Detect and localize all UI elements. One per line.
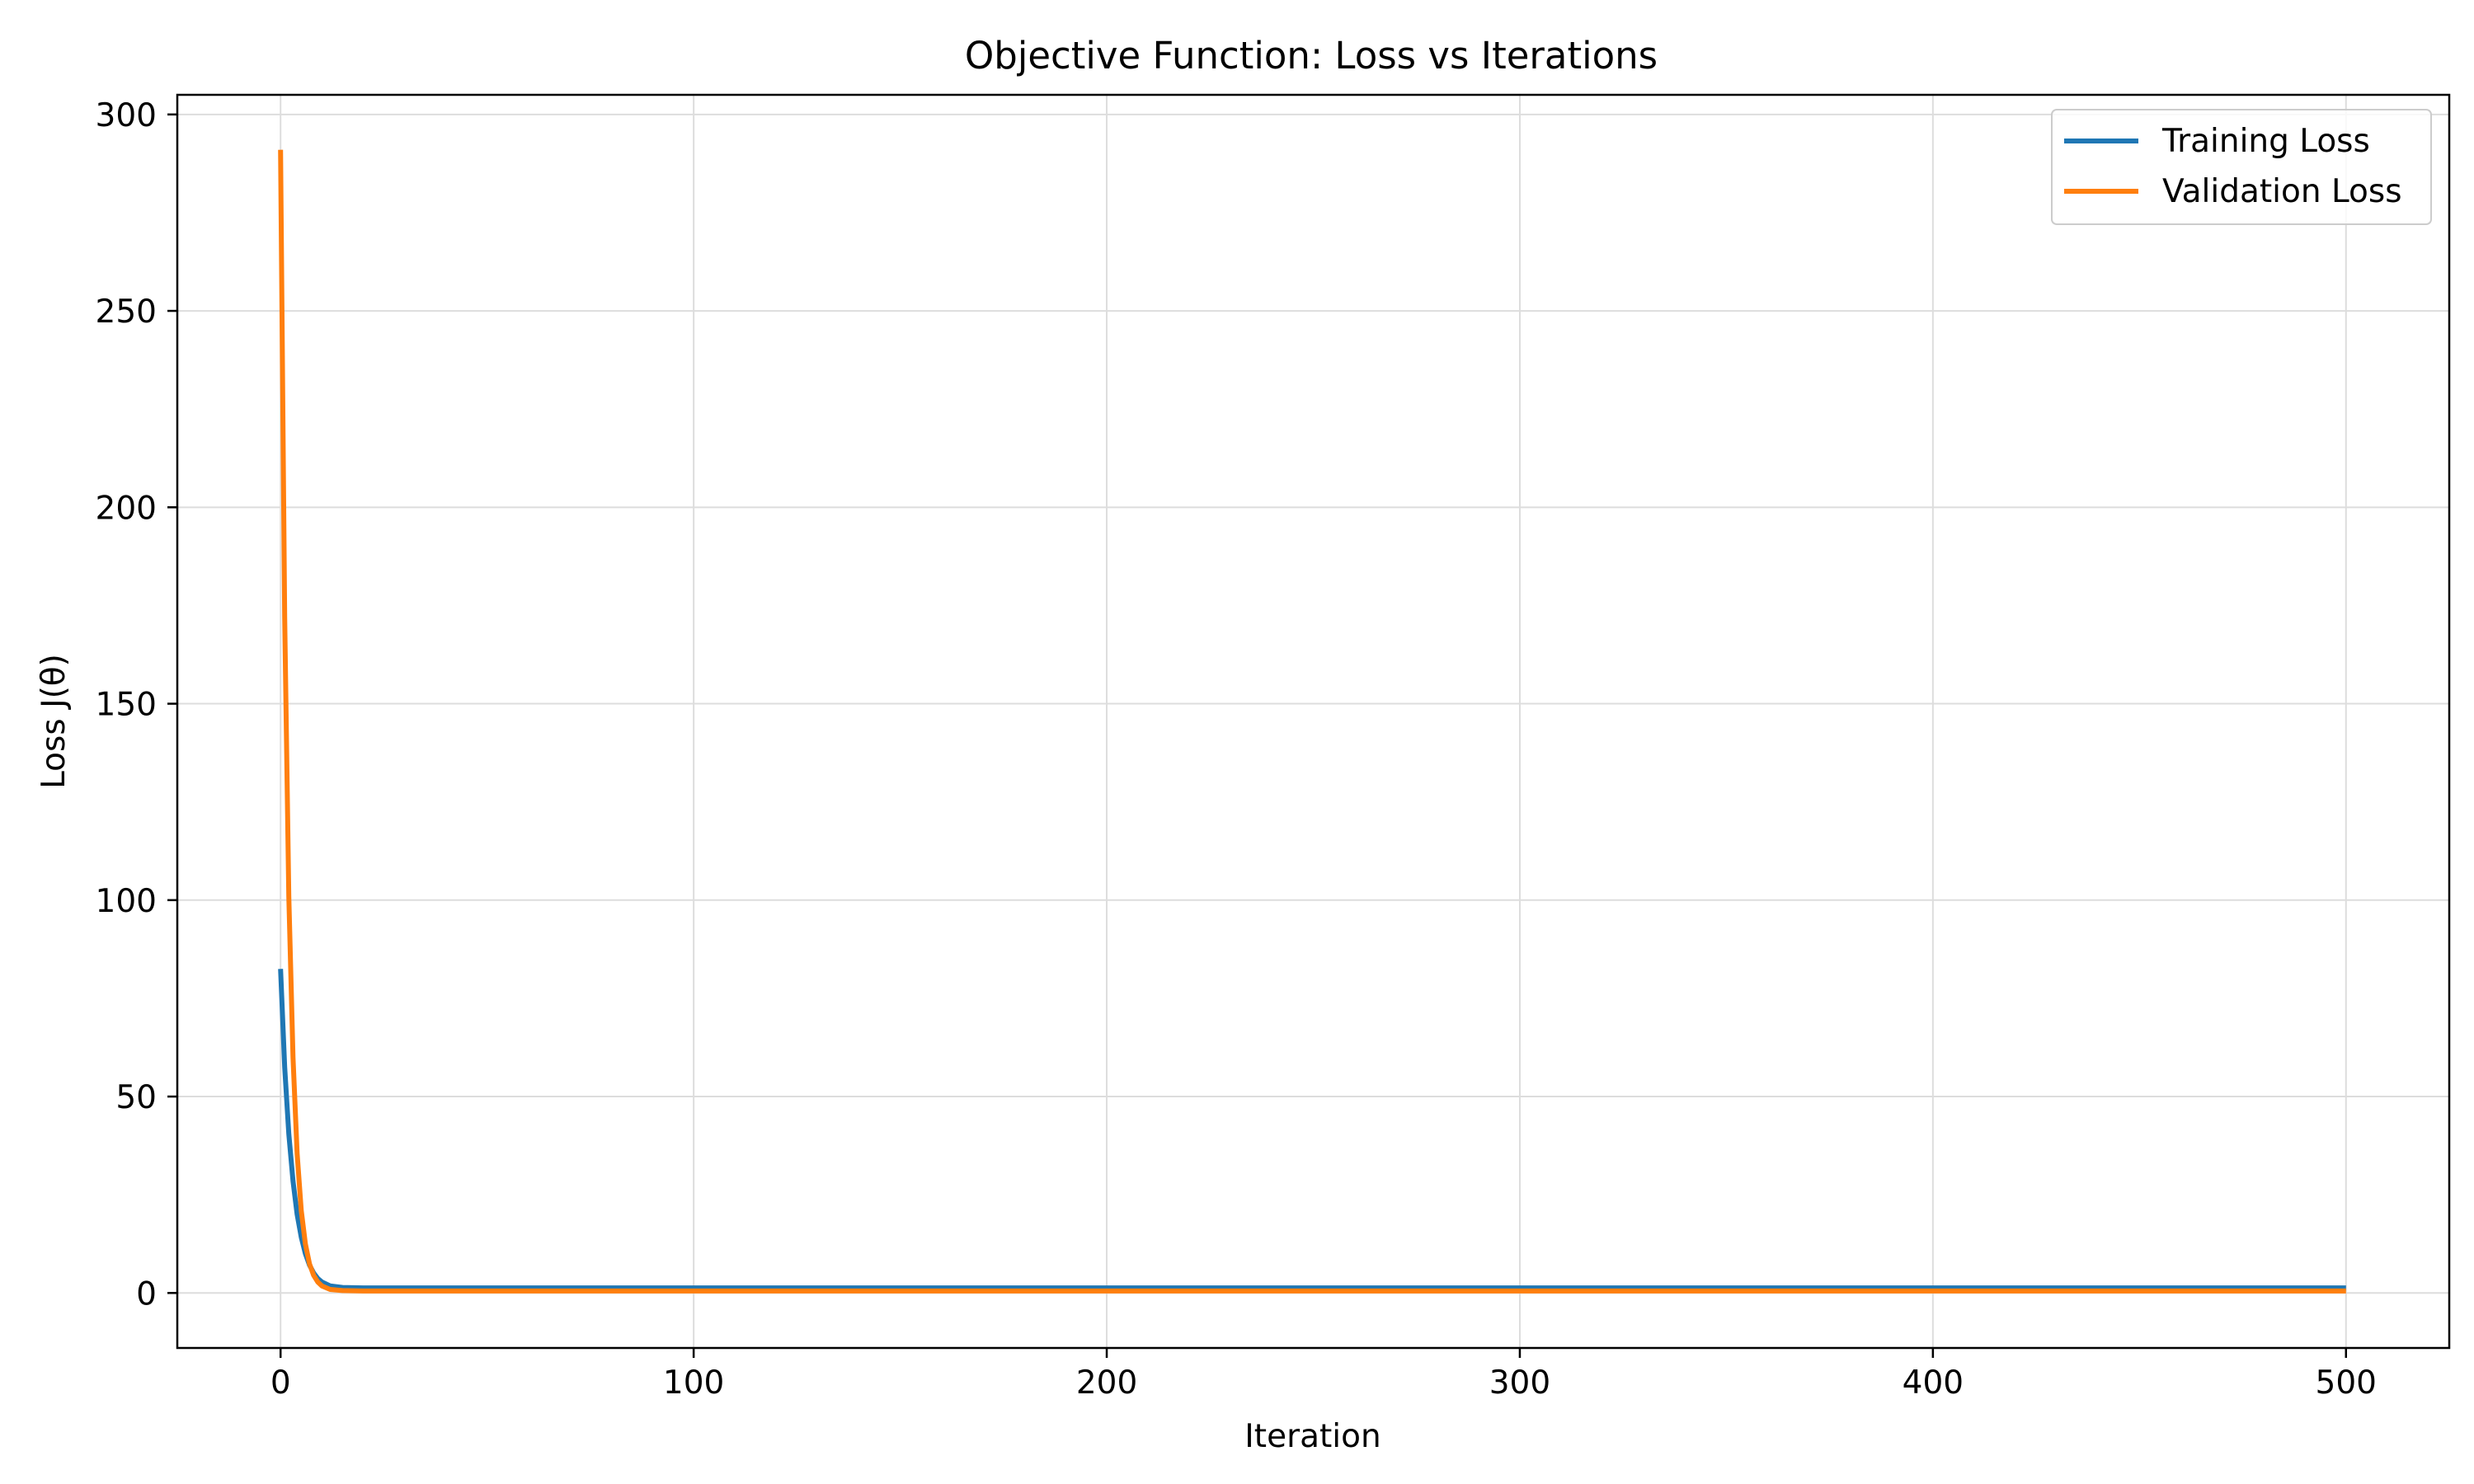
x-tick-label: 0: [270, 1364, 291, 1402]
x-tick-label: 200: [1076, 1364, 1137, 1402]
x-tick-label: 500: [2316, 1364, 2377, 1402]
legend-box: [2051, 109, 2432, 225]
series-layer: [278, 149, 2346, 1294]
chart-title: Objective Function: Loss vs Iterations: [965, 34, 1658, 77]
y-tick-label: 0: [136, 1275, 157, 1313]
legend: Training Loss Validation Loss: [2051, 109, 2432, 225]
x-axis-label: Iteration: [1244, 1418, 1380, 1455]
legend-label-training-loss: Training Loss: [2161, 123, 2370, 160]
x-axis: 0 100 200 300 400 500: [270, 1348, 2377, 1402]
x-tick-label: 400: [1903, 1364, 1964, 1402]
y-tick-label: 150: [96, 687, 157, 724]
legend-label-validation-loss: Validation Loss: [2162, 173, 2402, 210]
y-axis-label: Loss J(θ): [35, 654, 73, 789]
y-tick-label: 50: [115, 1079, 157, 1116]
x-tick-label: 100: [663, 1364, 724, 1402]
y-tick-label: 200: [96, 490, 157, 527]
series-line-validation-loss: [278, 149, 2346, 1294]
y-tick-label: 250: [96, 294, 157, 331]
plot-frame: [176, 93, 2451, 1350]
x-tick-label: 300: [1489, 1364, 1550, 1402]
y-axis: 0 50 100 150 200 250 300: [96, 97, 177, 1313]
y-tick-label: 100: [96, 883, 157, 920]
series-line-training-loss: [278, 969, 2346, 1291]
y-tick-label: 300: [96, 97, 157, 134]
